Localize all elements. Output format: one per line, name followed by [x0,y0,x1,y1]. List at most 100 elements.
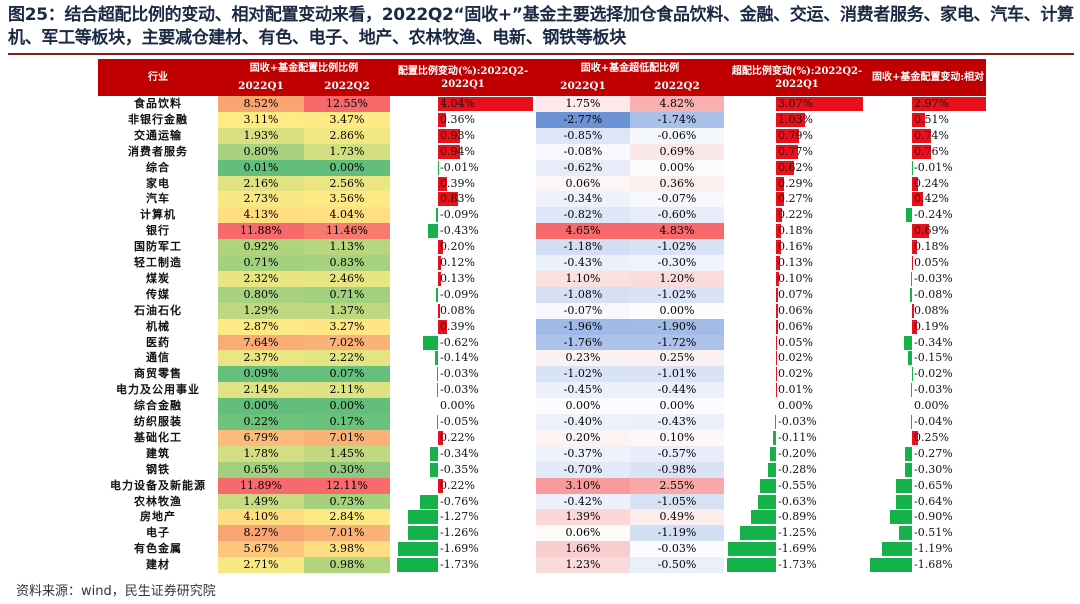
share-q2-cell: 2.56% [304,175,390,192]
over-q2-cell: 0.00% [630,302,724,319]
over-q1-cell: -1.08% [536,286,630,303]
industry-name: 汽车 [146,192,170,206]
change-cell: -1.26% [390,525,536,541]
header-over-q2: 2022Q2 [654,80,700,92]
rel-change-cell: -0.65% [870,478,986,494]
rel-change-cell-label: -0.30% [914,462,953,476]
header-share-title: 固收+基金配置比例比例 [249,62,359,74]
rel-change-cell-label: 0.24% [914,176,949,190]
over-change-cell: 1.03% [724,112,870,128]
table-row: 交通运输 1.93% 2.86% 0.93% -0.85% -0.06% 0.79% 0.74… [98,127,986,144]
change-cell: 0.12% [390,255,536,271]
change-cell-label: -0.76% [440,494,479,508]
over-q2-cell: -1.74% [630,111,724,128]
rel-change-cell-bar [912,224,930,239]
change-cell-label: -1.27% [440,510,479,524]
over-q2-cell: -0.98% [630,461,724,478]
rel-change-cell-bar [912,97,987,111]
rel-change-cell-bar [912,319,917,334]
over-q2-cell: -0.50% [630,557,724,574]
share-q2-cell: 0.71% [304,286,390,303]
rel-change-cell-label: 0.18% [914,240,949,254]
over-q2-cell: -1.02% [630,286,724,303]
over-change-cell-bar [776,271,779,286]
rel-change-cell-bar [911,367,912,382]
over-change-cell-label: 0.77% [778,144,813,158]
rel-change-cell: -0.51% [870,525,986,541]
over-change-cell-bar [776,303,778,318]
change-cell-label: -0.43% [440,224,479,238]
header-industry: 行业 [148,72,168,83]
rel-change-cell: 0.69% [870,223,986,239]
over-change-cell: 0.79% [724,128,870,144]
over-change-cell-label: 1.03% [778,112,813,126]
table-row: 商贸零售 0.09% 0.07% -0.03% -1.02% -1.01% 0.02% -0.… [98,366,986,383]
rel-change-cell: -0.27% [870,446,986,462]
share-q1-cell: 4.13% [218,207,304,224]
rel-change-cell: 0.42% [870,191,986,207]
change-cell-bar [437,367,438,382]
change-cell-label: 0.94% [440,144,475,158]
industry-name: 家电 [146,176,170,190]
share-q1-cell: 7.64% [218,334,304,351]
change-cell-bar [438,240,443,255]
industry-name: 基础化工 [134,430,182,444]
table-row: 纺织服装 0.22% 0.17% -0.05% -0.40% -0.43% -0.03% -0… [98,414,986,430]
industry-name: 电力设备及新能源 [110,478,206,492]
over-change-cell-label: 0.13% [778,256,813,269]
share-q1-cell: 1.49% [218,493,304,510]
over-change-cell-label: 0.79% [778,128,813,142]
share-q1-cell: 0.92% [218,239,304,256]
table-row: 非银行金融 3.11% 3.47% 0.36% -2.77% -1.74% 1.03% 0.5… [98,111,986,128]
change-cell-label: -1.73% [440,558,479,572]
rel-change-cell: -0.90% [870,509,986,525]
over-change-cell-bar [768,462,776,477]
change-cell-label: -0.01% [440,160,479,174]
over-change-cell-bar [772,430,776,445]
change-cell-bar [420,494,438,509]
over-change-cell: 0.10% [724,271,870,287]
change-cell: -0.14% [390,350,536,366]
rel-change-cell-bar [911,383,912,398]
over-change-cell: -0.11% [724,430,870,446]
change-cell: -0.01% [390,160,536,176]
over-change-cell-bar [727,542,776,557]
over-change-cell-bar [770,446,776,461]
over-q2-cell: -0.60% [630,207,724,224]
over-q1-cell: -0.62% [536,159,630,176]
change-cell-bar [435,287,438,302]
share-q1-cell: 8.52% [218,96,304,112]
over-change-cell-bar [776,144,798,159]
table-row: 钢铁 0.65% 0.30% -0.35% -0.70% -0.98% -0.28% -0.3… [98,461,986,478]
share-q2-cell: 2.11% [304,382,390,399]
over-change-cell-label: -0.20% [778,446,817,460]
share-q2-cell: 11.46% [304,223,390,240]
industry-name: 钢铁 [146,462,170,476]
share-q2-cell: 0.17% [304,414,390,430]
rel-change-cell-label: -0.15% [914,351,953,365]
change-cell-label: 0.22% [440,478,475,492]
change-cell: 0.39% [390,319,536,335]
over-change-cell: -1.25% [724,525,870,541]
change-cell: 0.93% [390,128,536,144]
rel-change-cell-label: -1.68% [914,558,953,572]
rel-change-cell: -0.24% [870,207,986,223]
change-cell: 0.08% [390,303,536,319]
table-row: 有色金属 5.67% 3.98% -1.69% 1.66% -0.03% -1.69% -1.… [98,541,986,558]
share-q1-cell: 1.93% [218,127,304,144]
rel-change-cell-label: 0.19% [914,319,949,333]
table-row: 计算机 4.13% 4.04% -0.09% -0.82% -0.60% 0.22% -0.2… [98,207,986,224]
rel-change-cell: -0.01% [870,160,986,176]
over-change-cell: 3.07% [724,96,870,112]
over-change-cell-label: -0.11% [778,430,817,444]
change-cell-label: -0.62% [440,335,479,349]
over-change-cell: 0.22% [724,207,870,223]
over-q1-cell: -0.70% [536,461,630,478]
over-q1-cell: 0.23% [536,350,630,367]
change-cell-bar [438,112,447,127]
rel-change-cell-label: 0.69% [914,224,949,238]
industry-name: 综合金融 [134,399,182,413]
change-cell: 0.22% [390,430,536,446]
over-q2-cell: 0.00% [630,398,724,415]
rel-change-cell-label: 0.51% [914,112,949,126]
